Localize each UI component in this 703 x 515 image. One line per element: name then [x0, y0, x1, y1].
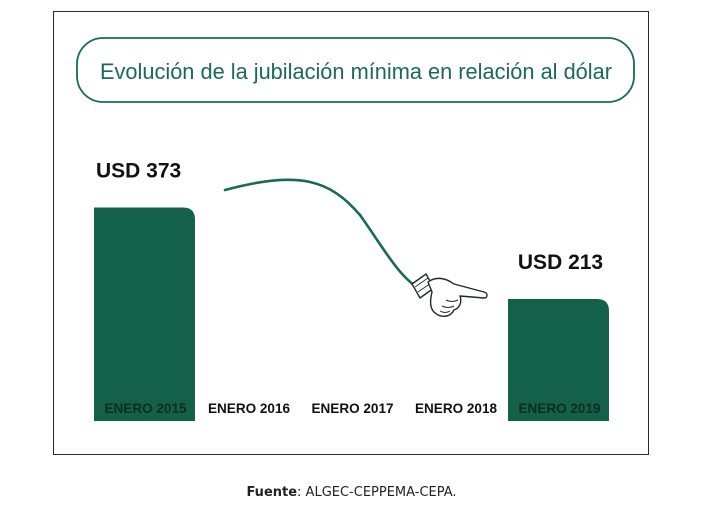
hand-pointing-icon [411, 272, 488, 317]
trend-curve [223, 178, 427, 294]
category-label: ENERO 2015 [105, 400, 187, 416]
source-text: : ALGEC-CEPPEMA-CEPA. [297, 485, 457, 500]
source-prefix: Fuente [246, 485, 298, 500]
category-label: ENERO 2019 [519, 400, 601, 416]
category-label: ENERO 2018 [415, 400, 497, 416]
chart-title: Evolución de la jubilación mínima en rel… [100, 59, 612, 84]
title-box [76, 37, 635, 103]
source-note: Fuente: ALGEC-CEPPEMA-CEPA. [0, 485, 703, 500]
data-label: USD 373 [96, 159, 181, 182]
category-label: ENERO 2017 [312, 400, 394, 416]
bars-layer: USD 373 ENERO 2015 ENERO 2016 ENERO 2017 ENE… [94, 159, 609, 421]
category-label: ENERO 2016 [208, 400, 290, 416]
bar-enero-2015 [94, 207, 195, 421]
bar-enero-2019 [508, 299, 609, 421]
data-label: USD 213 [518, 251, 603, 274]
